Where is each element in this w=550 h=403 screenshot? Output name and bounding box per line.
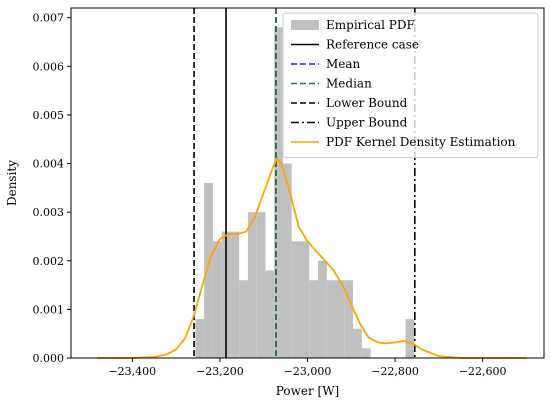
plot-area xyxy=(97,8,527,359)
x-tick-label: −22,800 xyxy=(371,365,419,378)
histogram-bar xyxy=(265,270,275,358)
histogram-bar xyxy=(344,280,354,358)
legend-swatch-empirical-pdf xyxy=(291,20,319,30)
y-axis: 0.000 0.001 0.002 0.003 0.004 0.005 0.006 0.007 xyxy=(33,12,71,365)
kde-curve xyxy=(97,157,527,359)
legend-label-reference-case: Reference case xyxy=(326,38,419,52)
histogram-bar xyxy=(326,280,336,358)
x-tick-label: −23,000 xyxy=(284,365,332,378)
histogram-bar xyxy=(239,280,248,358)
x-tick-label: −22,600 xyxy=(459,365,507,378)
histogram-bar xyxy=(291,241,301,358)
x-tick-label: −23,200 xyxy=(196,365,244,378)
plot-frame xyxy=(70,7,545,359)
histogram-bar xyxy=(335,280,345,358)
histogram-bar xyxy=(353,328,362,358)
histogram-bar xyxy=(405,319,415,358)
legend-label-empirical-pdf: Empirical PDF xyxy=(326,18,415,32)
legend-label-lower-bound: Lower Bound xyxy=(326,96,408,110)
histogram-bar xyxy=(318,260,327,358)
legend-box xyxy=(282,12,539,158)
y-tick-label: 0.004 xyxy=(33,158,65,171)
histogram-bar xyxy=(195,319,205,358)
histogram-bar xyxy=(230,231,240,358)
y-tick-label: 0.001 xyxy=(33,303,65,316)
y-tick-label: 0.002 xyxy=(33,255,65,268)
legend-label-pdf-kernel-density-estimation: PDF Kernel Density Estimation xyxy=(326,135,516,149)
x-axis-label: Power [W] xyxy=(276,384,339,398)
histogram-bar xyxy=(300,241,310,358)
legend-label-median: Median xyxy=(326,77,372,91)
legend-label-upper-bound: Upper Bound xyxy=(326,116,408,130)
histogram-bar xyxy=(282,163,292,358)
histogram-bar xyxy=(361,348,371,358)
x-tick-label: −23,400 xyxy=(108,365,156,378)
y-axis-label: Density xyxy=(5,160,19,206)
histogram-bar xyxy=(247,212,257,358)
legend-label-mean: Mean xyxy=(326,57,361,71)
y-tick-label: 0.005 xyxy=(33,109,65,122)
y-tick-label: 0.007 xyxy=(33,12,65,25)
histogram-bar xyxy=(256,212,266,358)
x-axis: −23,400 −23,200 −23,000 −22,800 −22,600 xyxy=(108,358,507,378)
y-tick-label: 0.006 xyxy=(33,60,65,73)
y-tick-label: 0.000 xyxy=(33,352,65,365)
histogram-bar xyxy=(204,183,213,358)
legend: Empirical PDF Reference case Mean Median Low… xyxy=(282,12,539,158)
y-tick-label: 0.003 xyxy=(33,206,65,219)
histogram-bar xyxy=(212,241,222,358)
histogram-bar xyxy=(274,27,283,358)
histogram-bar xyxy=(309,280,319,358)
